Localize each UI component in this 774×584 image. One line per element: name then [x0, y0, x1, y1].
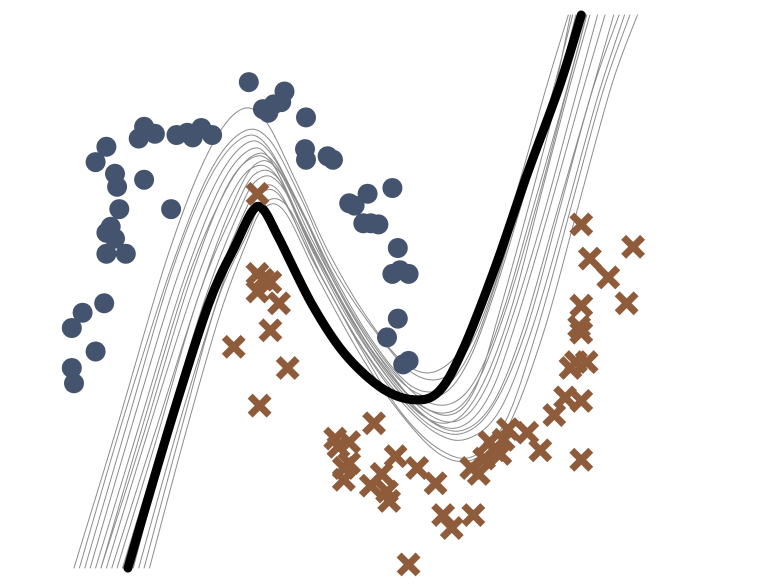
- class-a-point-52: [398, 350, 419, 371]
- class-a-point-14: [134, 169, 155, 190]
- class-b-point-1: [245, 181, 270, 206]
- class-a-point-37: [323, 149, 343, 170]
- class-a-point-50: [387, 308, 408, 329]
- class-b-point-6: [267, 291, 292, 316]
- class-b-point-26: [439, 516, 464, 540]
- class-a-point-49: [377, 327, 397, 348]
- class-b-point-46: [574, 350, 599, 375]
- class-a-point-2: [96, 136, 117, 157]
- main-boundary-curve-group: [123, 10, 586, 573]
- class-b-point-53: [621, 234, 646, 259]
- class-b-point-21: [377, 488, 402, 513]
- sample-boundary-curve-15: [100, 14, 588, 569]
- class-b-point-17: [362, 411, 386, 436]
- class-b-point-44: [569, 293, 594, 318]
- class-a-point-33: [296, 107, 316, 128]
- class-a-point-45: [387, 238, 408, 258]
- class-a-point-1: [85, 152, 106, 173]
- class-a-points: [61, 72, 419, 394]
- class-a-point-17: [72, 302, 93, 323]
- class-b-point-39: [542, 403, 567, 427]
- class-b-point-47: [569, 388, 594, 413]
- class-a-point-16: [94, 293, 115, 314]
- class-b-point-27: [396, 552, 421, 577]
- class-a-point-19: [85, 341, 106, 362]
- class-b-point-29: [466, 461, 491, 486]
- class-b-point-45: [567, 314, 592, 339]
- class-a-point-35: [296, 149, 316, 170]
- class-a-point-48: [398, 263, 419, 284]
- sample-boundary-curve-13: [116, 14, 606, 569]
- class-a-point-5: [109, 199, 130, 220]
- class-b-point-10: [247, 393, 272, 418]
- class-a-point-15: [161, 199, 182, 220]
- class-a-point-13: [144, 123, 165, 144]
- class-b-point-35: [495, 417, 520, 442]
- class-a-point-40: [357, 183, 378, 204]
- class-b-point-9: [275, 356, 300, 380]
- class-b-point-50: [577, 246, 602, 271]
- class-b-point-13: [337, 430, 362, 455]
- class-a-point-27: [238, 72, 259, 93]
- sample-boundary-curve-10: [105, 14, 591, 569]
- class-b-point-15: [331, 467, 356, 492]
- class-b-point-36: [461, 503, 486, 528]
- class-b-points: [221, 181, 646, 577]
- class-a-point-4: [107, 176, 128, 197]
- class-b-point-7: [258, 318, 283, 343]
- class-a-point-32: [271, 92, 292, 113]
- sample-boundary-curve-5: [122, 14, 615, 569]
- class-b-point-51: [596, 265, 621, 290]
- class-b-point-5: [245, 279, 270, 304]
- class-a-point-20: [61, 358, 82, 378]
- sample-boundary-curve-3: [100, 14, 588, 569]
- main-boundary-curve: [123, 10, 586, 573]
- class-b-point-49: [569, 212, 594, 237]
- class-b-point-52: [614, 291, 639, 316]
- class-b-point-16: [337, 451, 362, 476]
- class-b-point-48: [569, 447, 594, 472]
- class-a-point-18: [61, 318, 82, 338]
- class-a-point-44: [382, 178, 403, 198]
- class-b-point-38: [528, 438, 553, 463]
- class-b-point-24: [423, 471, 448, 496]
- class-b-point-40: [553, 385, 578, 410]
- class-a-point-10: [115, 243, 136, 264]
- class-a-point-9: [96, 243, 117, 264]
- class-a-point-26: [202, 125, 223, 145]
- class-b-point-8: [221, 334, 246, 359]
- class-a-point-43: [368, 214, 389, 235]
- class-a-point-8: [105, 228, 125, 249]
- class-b-point-22: [383, 444, 408, 469]
- class-b-point-23: [405, 456, 430, 480]
- class-a-point-39: [344, 195, 365, 216]
- class-a-point-21: [64, 373, 84, 394]
- class-b-point-37: [515, 420, 540, 445]
- class-b-point-19: [369, 461, 394, 486]
